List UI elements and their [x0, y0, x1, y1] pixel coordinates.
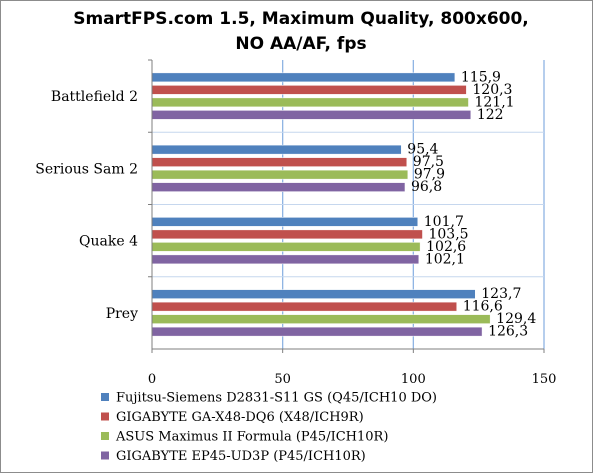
- bar: [151, 217, 419, 227]
- bar: [151, 110, 472, 120]
- x-tick-label: 0: [148, 372, 156, 387]
- data-label: 102,1: [425, 251, 465, 267]
- data-label: 97,9: [414, 167, 445, 183]
- category-label: Serious Sam 2: [35, 161, 138, 177]
- legend: Fujitsu-Siemens D2831-S11 GS (Q45/ICH10 …: [101, 391, 437, 464]
- legend-swatch: [101, 432, 109, 440]
- data-label: 95,4: [407, 142, 438, 158]
- data-label: 122: [477, 107, 504, 123]
- bar: [151, 72, 456, 83]
- bar: [151, 254, 420, 265]
- category-label: Quake 4: [79, 234, 138, 250]
- data-label: 120,3: [472, 82, 512, 98]
- data-label: 97,5: [413, 154, 444, 170]
- axes: 0 50 100 150 Battlefield 2 Serious Sam 2 Quake…: [35, 59, 557, 387]
- bar: [151, 242, 421, 252]
- bar: [151, 314, 491, 324]
- gridlines: [152, 60, 545, 349]
- category-label: Battlefield 2: [51, 89, 138, 105]
- x-tick-label: 150: [532, 372, 557, 387]
- bar: [151, 157, 408, 167]
- data-label: 115,9: [461, 69, 501, 85]
- bar: [151, 289, 476, 299]
- legend-label: GIGABYTE GA-X48-DQ6 (X48/ICH9R): [116, 410, 364, 425]
- data-label: 116,6: [463, 299, 503, 315]
- bar: [151, 326, 483, 337]
- legend-label: GIGABYTE EP45-UD3P (P45/ICH10R): [116, 449, 366, 464]
- bar: [151, 144, 402, 155]
- bar: [151, 85, 467, 95]
- bar: [151, 169, 409, 180]
- data-label: 103,5: [428, 226, 468, 242]
- legend-swatch: [101, 393, 109, 401]
- chart-title: SmartFPS.com 1.5, Maximum Quality, 800x6…: [73, 9, 529, 54]
- data-label: 96,8: [411, 179, 442, 195]
- legend-swatch: [101, 412, 109, 421]
- legend-label: ASUS Maximus II Formula (P45/ICH10R): [115, 430, 388, 445]
- data-label: 126,3: [488, 324, 528, 340]
- x-tick-label: 100: [401, 372, 426, 387]
- data-label: 101,7: [424, 214, 464, 230]
- legend-label: Fujitsu-Siemens D2831-S11 GS (Q45/ICH10 …: [116, 391, 437, 406]
- data-label: 129,4: [496, 311, 536, 327]
- legend-swatch: [101, 451, 109, 460]
- data-label: 121,1: [474, 94, 514, 110]
- bar: [151, 229, 423, 240]
- category-label: Prey: [106, 306, 138, 322]
- bar: [151, 301, 457, 312]
- x-tick-label: 50: [274, 372, 291, 387]
- bar: [151, 182, 406, 192]
- bar: [151, 97, 469, 108]
- data-label: 123,7: [481, 286, 521, 302]
- data-label: 102,6: [426, 239, 466, 255]
